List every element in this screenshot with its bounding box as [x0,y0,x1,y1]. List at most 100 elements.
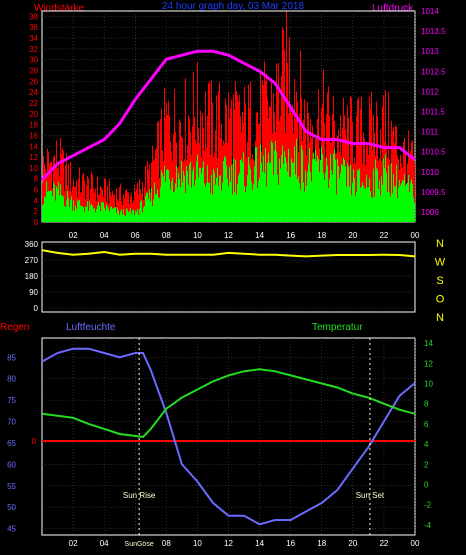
pressure-tick-label: 1011.5 [421,107,445,116]
direction-tick-label: 180 [25,272,39,281]
wind-tick-label: 26 [29,77,38,86]
pressure-axis-title: Luftdruck [372,3,414,14]
wind-tick-label: 10 [29,164,38,173]
pressure-tick-label: 1014 [421,7,439,16]
wind-tick-label: 16 [29,131,38,140]
wind-tick-label: 36 [29,23,38,32]
hour-tick-label: 16 [286,539,295,548]
hour-tick-label: 08 [162,231,171,240]
humidity-axis-title: Luftfeuchte [66,322,116,333]
sun-annotation-label: Sun Rise [123,491,156,500]
temperature-tick-label: 0 [424,480,429,489]
hour-tick-label: 08 [162,539,171,548]
pressure-tick-label: 1012 [421,87,439,96]
hour-tick-label: 06 [131,231,140,240]
pressure-tick-label: 1013 [421,47,439,56]
hour-tick-label: 18 [317,231,326,240]
hour-tick-label: 14 [255,231,264,240]
hour-tick-label: 00 [411,539,420,548]
pressure-tick-label: 1013.5 [421,27,446,36]
hour-tick-label: 10 [193,231,202,240]
direction-tick-label: 0 [34,304,39,313]
sun-annotation-label: Sun Set [356,491,385,500]
wind-tick-label: 0 [34,218,39,227]
temperature-axis-title: Temperatur [312,322,363,333]
compass-label: N [436,312,444,324]
wind-tick-label: 14 [29,142,38,151]
hour-tick-label: 20 [348,231,357,240]
hour-tick-label: 16 [286,231,295,240]
wind-tick-label: 38 [29,12,38,21]
temperature-tick-label: 4 [424,440,429,449]
wind-tick-label: 18 [29,121,38,130]
wind-tick-label: 12 [29,153,38,162]
hour-tick-label: 18 [317,539,326,548]
humidity-tick-label: 55 [7,482,16,491]
chart-title: 24 hour graph day, 03 Mar 2018 [162,1,305,12]
temperature-tick-label: 6 [424,420,429,429]
direction-tick-label: 90 [29,288,38,297]
rain-axis-title: Regen [0,322,29,333]
wind-tick-label: 34 [29,34,38,43]
hour-tick-label: 12 [224,539,233,548]
temperature-line [41,368,416,439]
humidity-tick-label: 50 [7,503,16,512]
rain-tick-label: 0 [32,437,37,446]
humidity-tick-label: 60 [7,460,16,469]
pressure-tick-label: 1011 [421,128,439,137]
sun-close-label: SunGöse [125,541,154,548]
hour-tick-label: 02 [69,231,78,240]
wind-axis-title: Windstärke [34,3,84,14]
hour-tick-label: 04 [100,539,109,548]
wind-tick-label: 24 [29,88,38,97]
compass-label: O [436,294,445,306]
hour-tick-label: 12 [224,231,233,240]
humidity-tick-label: 75 [7,396,16,405]
compass-label: S [436,275,443,287]
hour-tick-label: 10 [193,539,202,548]
wind-tick-label: 4 [34,196,39,205]
humidity-tick-label: 65 [7,439,16,448]
wind-tick-label: 30 [29,56,38,65]
temperature-tick-label: -4 [424,521,432,530]
temperature-tick-label: 8 [424,400,429,409]
humidity-tick-label: 80 [7,375,16,384]
direction-tick-label: 360 [25,240,39,249]
wind-tick-label: 22 [29,99,38,108]
temperature-tick-label: 14 [424,339,433,348]
pressure-tick-label: 1009 [421,208,439,217]
wind-tick-label: 20 [29,110,38,119]
temperature-tick-label: -2 [424,501,432,510]
hour-tick-label: 22 [379,539,388,548]
compass-label: N [436,238,444,250]
hour-tick-label: 02 [69,539,78,548]
hour-tick-label: 04 [100,231,109,240]
pressure-tick-label: 1012.5 [421,67,446,76]
hour-tick-label: 22 [379,231,388,240]
temperature-tick-label: 2 [424,460,429,469]
humidity-panel-frame [41,337,416,536]
pressure-line [40,49,416,181]
wind-tick-label: 32 [29,45,38,54]
pressure-tick-label: 1010 [421,168,439,177]
direction-tick-label: 270 [25,256,39,265]
humidity-tick-label: 70 [7,418,16,427]
hour-tick-label: 00 [411,231,420,240]
pressure-tick-label: 1010.5 [421,148,446,157]
hour-tick-label: 20 [348,539,357,548]
wind-tick-label: 28 [29,67,38,76]
wind-direction-line [41,249,416,258]
compass-label: W [435,257,446,269]
temperature-tick-label: 12 [424,359,433,368]
humidity-tick-label: 45 [7,525,16,534]
temperature-tick-label: 10 [424,379,433,388]
wind-tick-label: 8 [34,175,39,184]
wind-tick-label: 6 [34,186,39,195]
pressure-tick-label: 1009.5 [421,188,446,197]
humidity-line [41,347,416,526]
wind-tick-label: 2 [34,207,39,216]
hour-tick-label: 14 [255,539,264,548]
